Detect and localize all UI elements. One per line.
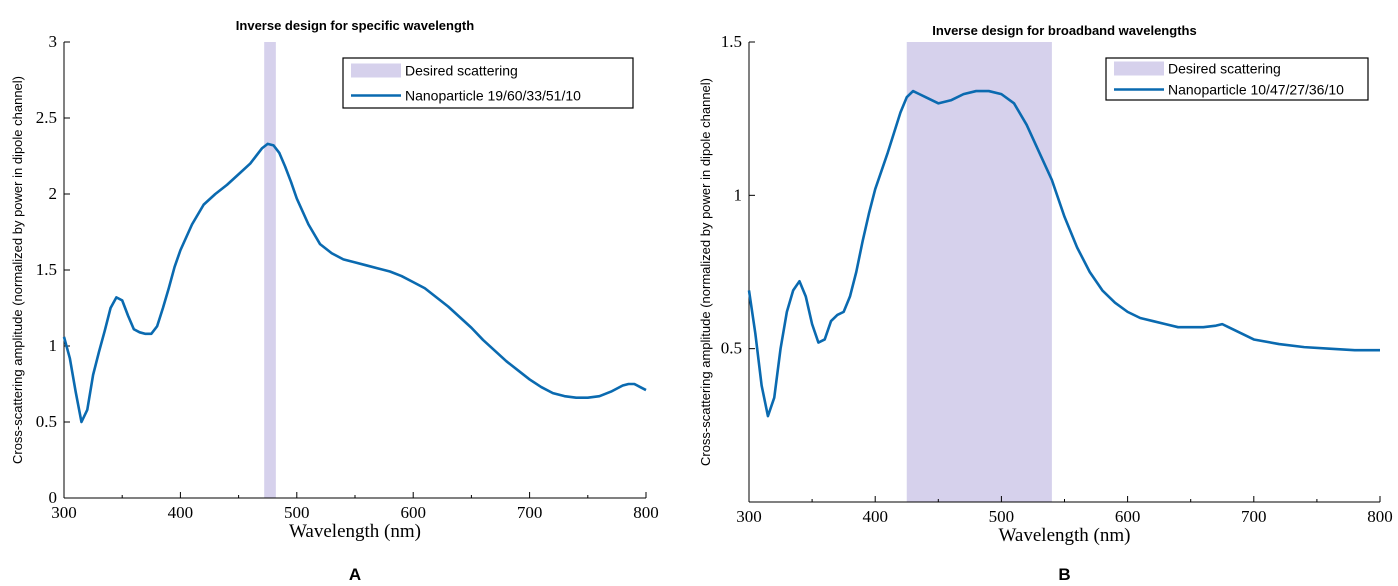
x-tick-label: 400 <box>168 503 194 522</box>
desired-band <box>906 42 1052 502</box>
legend-label-series: Nanoparticle 10/47/27/36/10 <box>1168 82 1344 98</box>
legend-label-band: Desired scattering <box>1168 61 1281 77</box>
panel-letter: A <box>349 565 361 584</box>
series-line-0 <box>62 142 647 424</box>
legend-label-band: Desired scattering <box>405 63 518 79</box>
y-tick-label: 1.5 <box>36 260 57 279</box>
x-tick-label: 800 <box>1367 507 1393 526</box>
x-axis-label: Wavelength (nm) <box>289 521 421 542</box>
x-tick-label: 300 <box>736 507 762 526</box>
chart-panel-b: 300 400 500 600 700 800 0.5 1 1.5 Inverse design … <box>698 23 1393 584</box>
y-tick-label: 2.5 <box>36 108 57 127</box>
y-tick-label: 1 <box>734 185 743 204</box>
legend-label-series: Nanoparticle 19/60/33/51/10 <box>405 88 581 104</box>
x-tick-label: 800 <box>633 503 659 522</box>
legend: Desired scattering Nanoparticle 19/60/33/… <box>342 57 634 109</box>
y-tick-label: 2 <box>49 184 58 203</box>
x-tick-label: 600 <box>400 503 426 522</box>
x-tick-label: 600 <box>1115 507 1141 526</box>
y-tick-label: 1.5 <box>721 32 742 51</box>
desired-band <box>264 42 276 498</box>
panel-letter: B <box>1058 565 1070 584</box>
legend-swatch-band <box>1114 61 1164 76</box>
chart-panel-a: 300 400 500 600 700 800 0 0.5 1 1.5 2 2.5 3 Inverse d… <box>10 18 659 584</box>
y-tick-label: 0.5 <box>36 412 57 431</box>
x-tick-label: 300 <box>51 503 77 522</box>
x-tick-label: 500 <box>284 503 310 522</box>
y-tick-label: 0.5 <box>721 339 742 358</box>
series-line-0 <box>747 89 1380 418</box>
x-tick-label: 400 <box>862 507 888 526</box>
y-axis-label: Cross-scattering amplitude (normalized b… <box>10 76 25 464</box>
y-axis-label: Cross-scattering amplitude (normalized b… <box>698 78 713 466</box>
x-axis-label: Wavelength (nm) <box>999 525 1131 546</box>
y-tick-label: 0 <box>49 488 58 507</box>
legend: Desired scattering Nanoparticle 10/47/27/… <box>1105 57 1369 101</box>
chart-title: Inverse design for broadband wavelengths <box>932 23 1196 38</box>
x-tick-label: 700 <box>1241 507 1267 526</box>
legend-swatch-band <box>351 63 401 78</box>
y-tick-label: 3 <box>49 32 58 51</box>
x-tick-label: 500 <box>989 507 1015 526</box>
chart-title: Inverse design for specific wavelength <box>236 18 474 33</box>
x-tick-label: 700 <box>517 503 543 522</box>
y-tick-label: 1 <box>49 336 58 355</box>
